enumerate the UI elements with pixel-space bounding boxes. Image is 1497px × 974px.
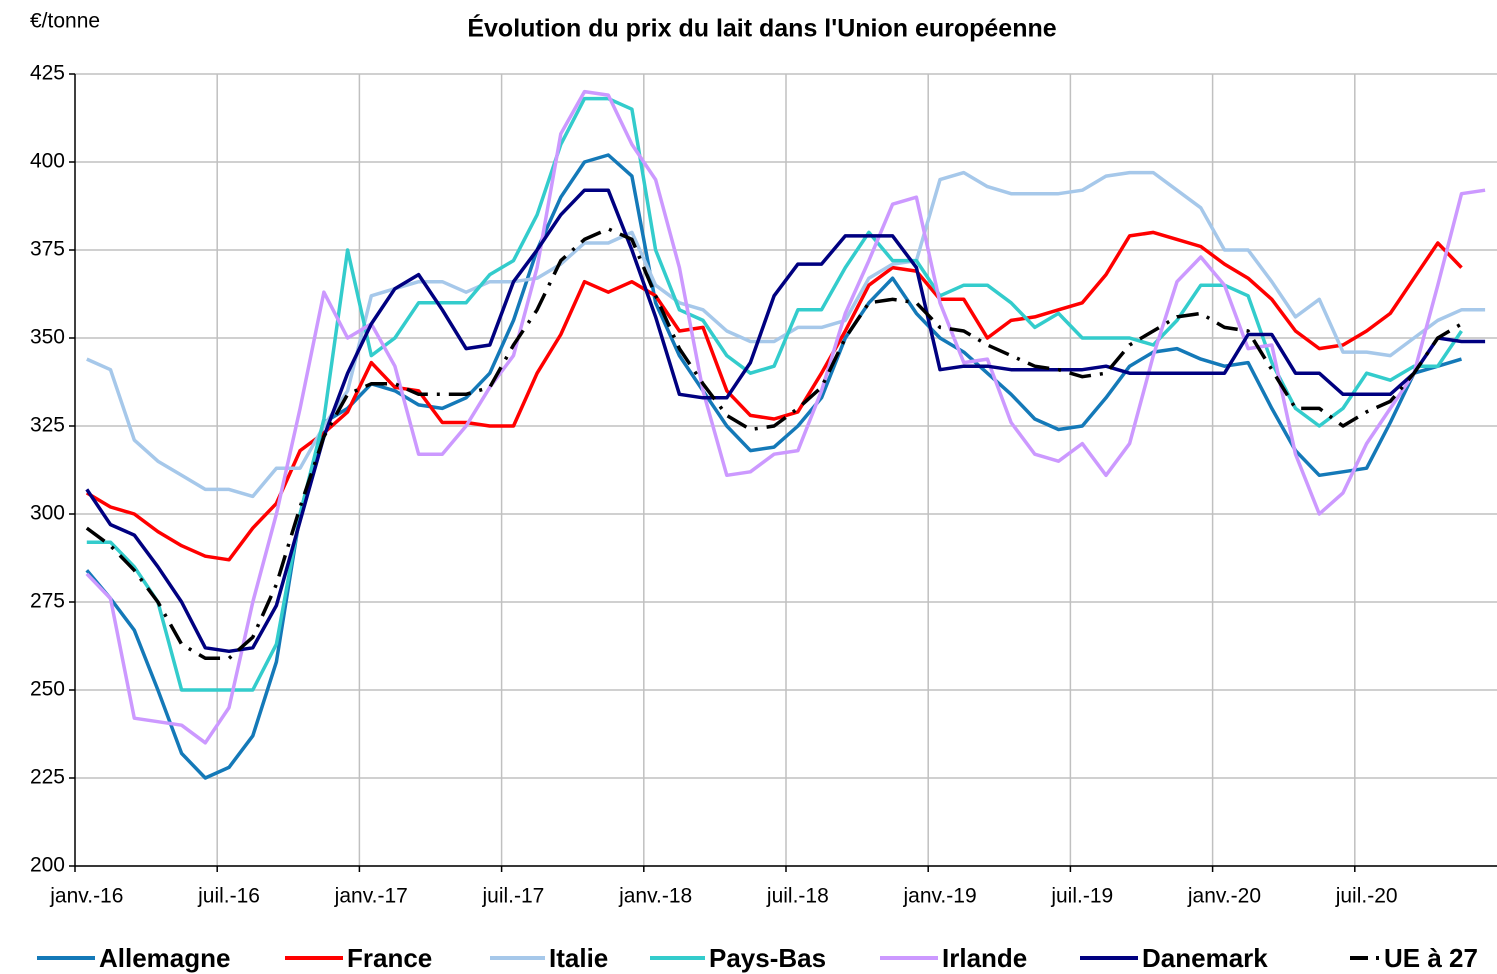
legend-label: Pays-Bas (709, 943, 826, 973)
chart-title: Évolution du prix du lait dans l'Union e… (467, 14, 1056, 43)
x-tick-label: janv.-20 (1187, 885, 1261, 908)
x-tick-label: janv.-17 (334, 885, 408, 908)
y-tick-label: 400 (30, 150, 65, 173)
legend-label: UE à 27 (1384, 943, 1478, 973)
y-axis-label: €/tonne (30, 10, 100, 33)
series-line (85, 89, 1486, 745)
y-tick-label: 375 (30, 238, 65, 261)
x-tick-label: juil.-19 (1050, 885, 1113, 908)
y-tick-label: 325 (30, 414, 65, 437)
y-tick-label: 225 (30, 766, 65, 789)
y-tick-label: 275 (30, 590, 65, 613)
series-line (85, 230, 1463, 562)
legend-label: Italie (549, 943, 608, 973)
x-tick-label: janv.-19 (902, 885, 976, 908)
series-line (85, 227, 1463, 661)
x-tick-label: janv.-18 (618, 885, 692, 908)
y-tick-label: 300 (30, 502, 65, 525)
y-tick-label: 250 (30, 678, 65, 701)
x-tick-label: juil.-20 (1335, 885, 1398, 908)
legend-label: Irlande (942, 943, 1027, 973)
legend-label: Allemagne (99, 943, 231, 973)
x-tick-label: juil.-17 (482, 885, 545, 908)
y-tick-label: 200 (30, 854, 65, 877)
x-tick-label: juil.-16 (197, 885, 260, 908)
x-tick-label: janv.-16 (49, 885, 123, 908)
legend-label: Danemark (1142, 943, 1268, 973)
series-line (86, 96, 1463, 692)
legend-label: France (347, 943, 432, 973)
x-tick-label: juil.-18 (766, 885, 829, 908)
y-tick-label: 350 (30, 326, 65, 349)
y-tick-label: 425 (30, 62, 65, 85)
